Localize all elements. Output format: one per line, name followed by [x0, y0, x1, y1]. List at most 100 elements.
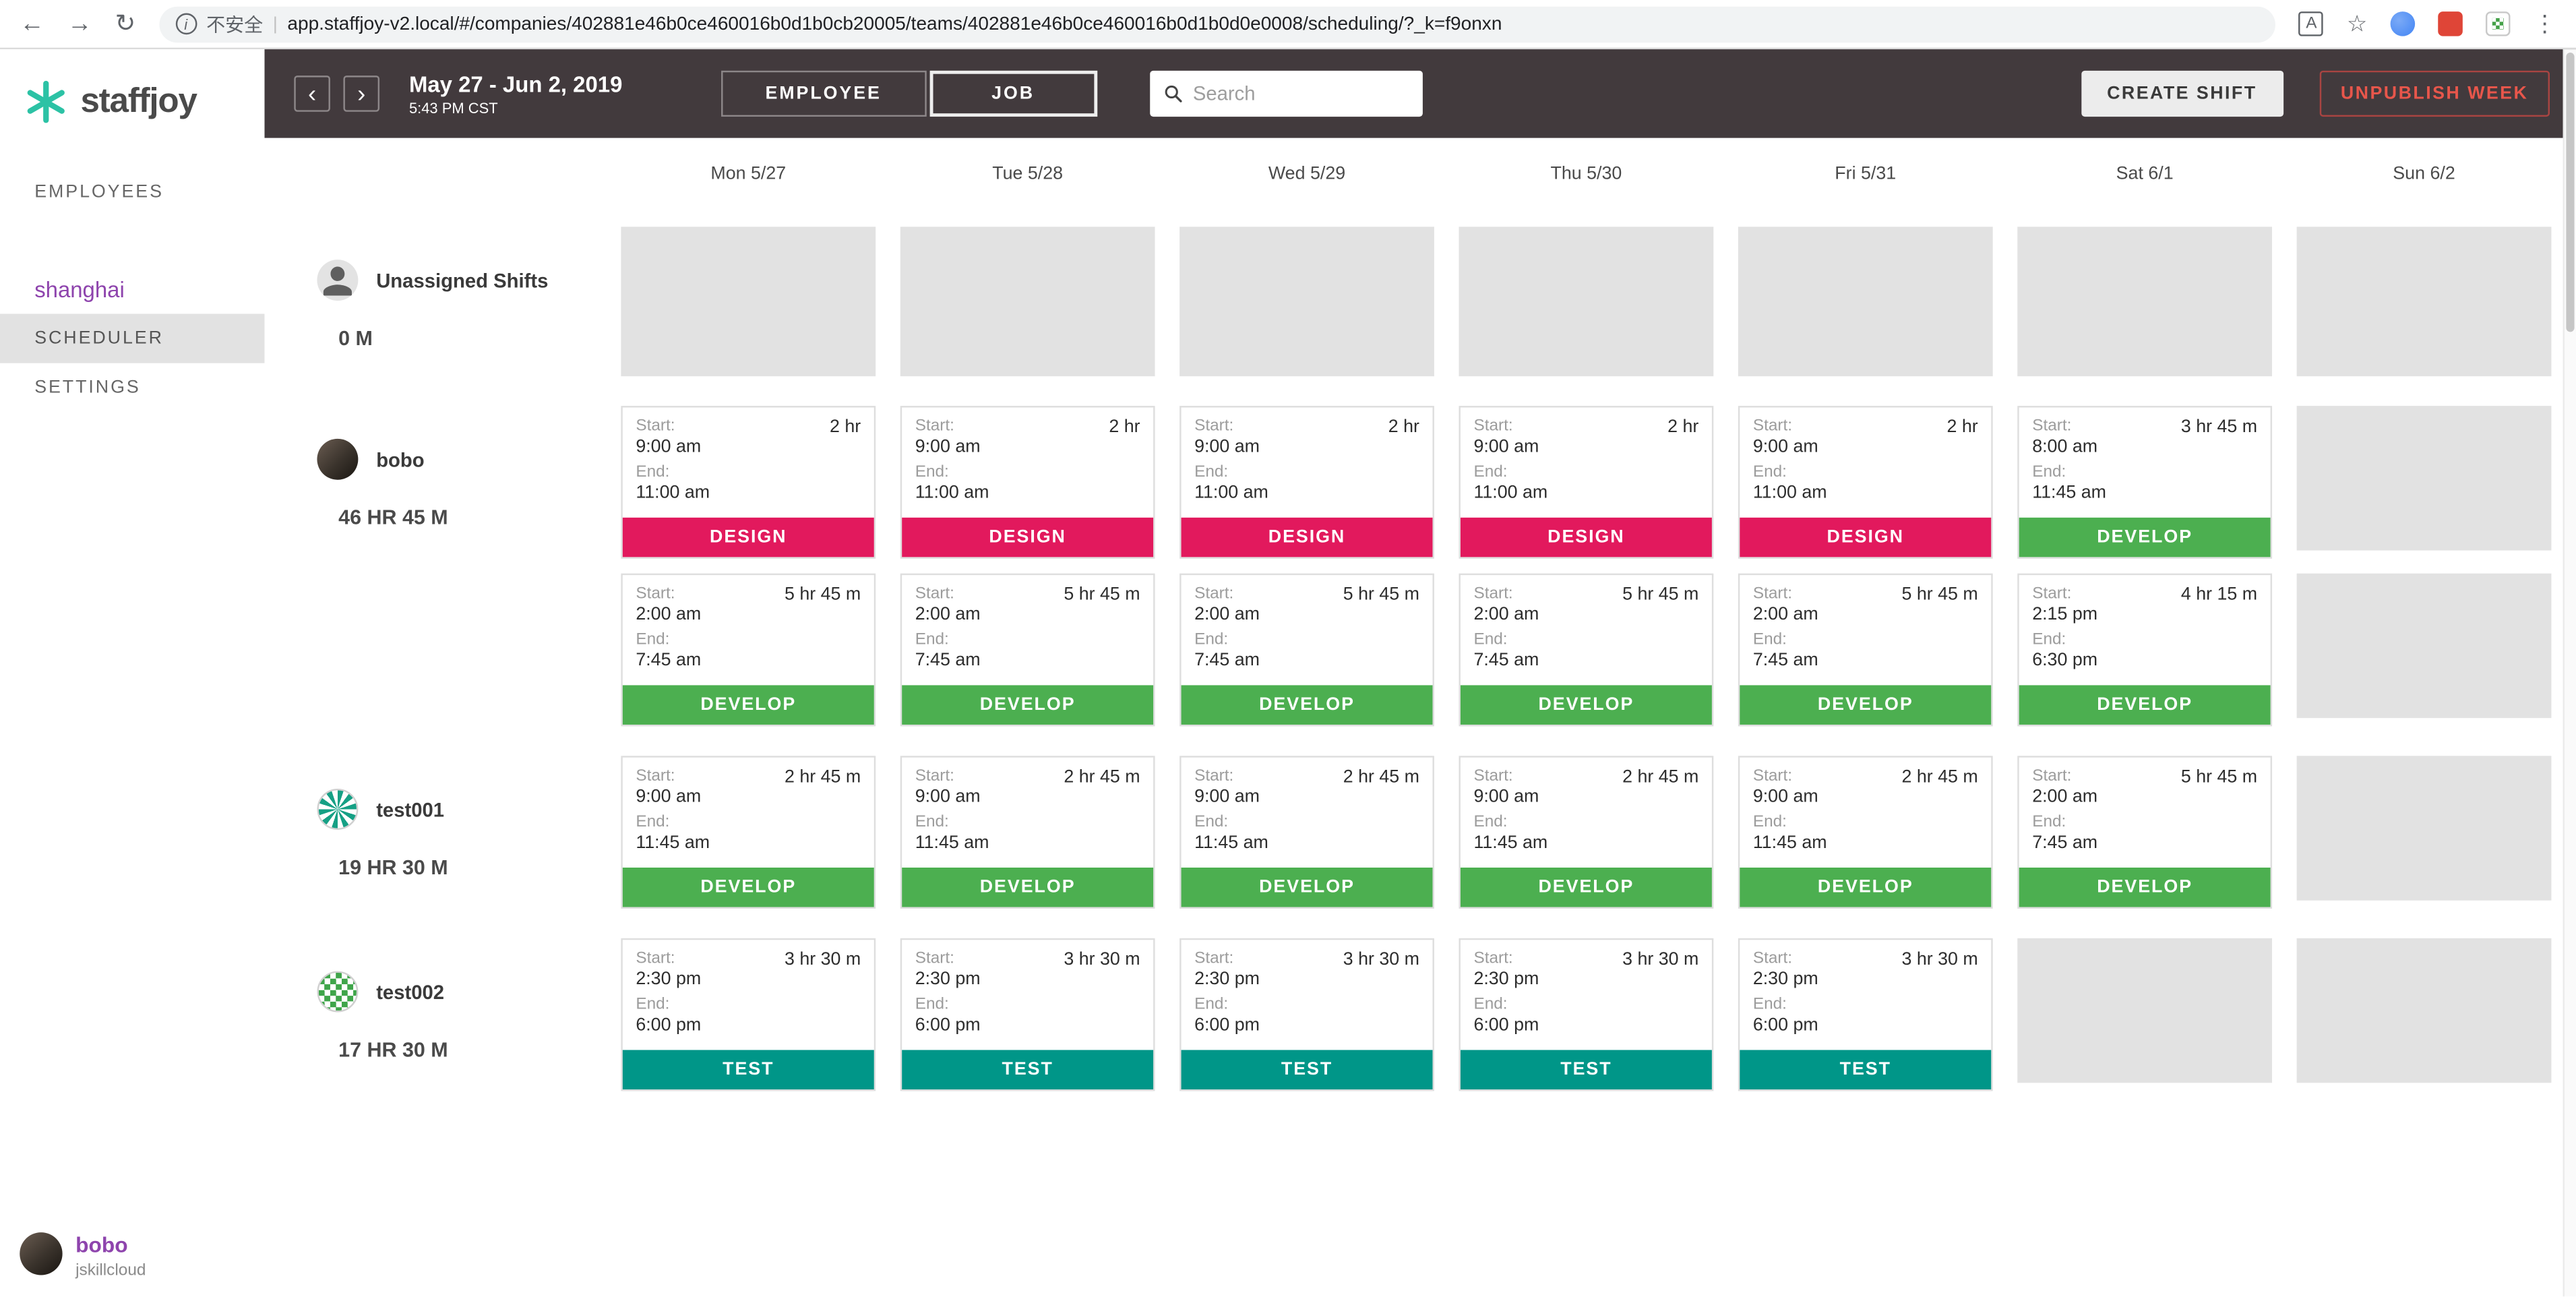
empty-shift-slot[interactable] — [1179, 227, 1434, 377]
employee-avatar — [317, 971, 359, 1013]
shift-job-button[interactable]: DESIGN — [1181, 517, 1433, 557]
shift-job-button[interactable]: DEVELOP — [2019, 517, 2271, 557]
shift-card[interactable]: Start: 2:30 pm End: 6:00 pm 3 hr 30 m TEST — [1738, 938, 1993, 1091]
prev-week-button[interactable]: ‹ — [294, 76, 330, 112]
shift-card[interactable]: Start: 2:30 pm End: 6:00 pm 3 hr 30 m TEST — [1459, 938, 1714, 1091]
bookmark-star-icon[interactable]: ☆ — [2346, 9, 2368, 36]
employee-row: test001 19 HR 30 M Start: 9:00 am End: 11:45 … — [264, 756, 2576, 924]
shift-job-button[interactable]: DESIGN — [902, 517, 1154, 557]
shift-job-button[interactable]: TEST — [1740, 1050, 1992, 1090]
shift-job-button[interactable]: DEVELOP — [902, 685, 1154, 725]
extension-icon-red[interactable] — [2438, 11, 2463, 36]
staffjoy-logo[interactable]: staffjoy — [0, 49, 264, 168]
page-info-icon[interactable]: i — [175, 13, 197, 35]
empty-shift-slot[interactable] — [2017, 938, 2273, 1083]
logo-wordmark: staffjoy — [80, 82, 197, 120]
shift-job-button[interactable]: DEVELOP — [1460, 685, 1712, 725]
shift-job-button[interactable]: TEST — [622, 1050, 874, 1090]
sidebar-item-employees[interactable]: EMPLOYEES — [34, 182, 164, 202]
shift-job-button[interactable]: TEST — [1181, 1050, 1433, 1090]
shift-card[interactable]: Start: 8:00 am End: 11:45 am 3 hr 45 m DEVELO… — [2017, 406, 2273, 559]
empty-shift-slot[interactable] — [2296, 756, 2552, 901]
shift-job-button[interactable]: DEVELOP — [1740, 868, 1992, 907]
shift-card[interactable]: Start: 9:00 am End: 11:45 am 2 hr 45 m DEVELO… — [1179, 756, 1434, 909]
shift-card[interactable]: Start: 2:00 am End: 7:45 am 5 hr 45 m DEVELOP — [1738, 573, 1993, 727]
shift-job-button[interactable]: DEVELOP — [2019, 868, 2271, 907]
empty-shift-slot[interactable] — [1738, 227, 1993, 377]
shift-start-label: Start: — [915, 417, 954, 435]
current-user[interactable]: bobo jskillcloud — [20, 1233, 146, 1281]
reload-icon[interactable]: ↻ — [115, 9, 136, 38]
shift-card[interactable]: Start: 2:30 pm End: 6:00 pm 3 hr 30 m TEST — [1179, 938, 1434, 1091]
address-bar[interactable]: i 不安全 | app.staffjoy-v2.local/#/companie… — [158, 5, 2277, 42]
empty-shift-slot[interactable] — [2017, 227, 2273, 377]
extension-icon-green[interactable] — [2485, 11, 2511, 36]
shift-end-time: 7:45 am — [1194, 651, 1260, 671]
shift-card[interactable]: Start: 2:00 am End: 7:45 am 5 hr 45 m DEVELOP — [2017, 756, 2273, 909]
shift-job-button[interactable]: DEVELOP — [622, 868, 874, 907]
forward-icon[interactable]: → — [67, 9, 92, 38]
shift-card[interactable]: Start: 9:00 am End: 11:45 am 2 hr 45 m DEVELO… — [621, 756, 876, 909]
search-box[interactable] — [1149, 70, 1423, 117]
shift-card[interactable]: Start: 9:00 am End: 11:45 am 2 hr 45 m DEVELO… — [1459, 756, 1714, 909]
shift-job-button[interactable]: DEVELOP — [1181, 868, 1433, 907]
shift-end-time: 11:45 am — [1473, 833, 1548, 853]
shift-card[interactable]: Start: 9:00 am End: 11:00 am 2 hr DESIGN — [1179, 406, 1434, 559]
empty-shift-slot[interactable] — [900, 227, 1155, 377]
shift-card[interactable]: Start: 2:30 pm End: 6:00 pm 3 hr 30 m TEST — [621, 938, 876, 1091]
page-scrollbar[interactable] — [2563, 49, 2576, 1297]
extension-icon-blue[interactable] — [2390, 11, 2416, 36]
scrollbar-thumb[interactable] — [2566, 53, 2575, 332]
shift-job-button[interactable]: DEVELOP — [1460, 868, 1712, 907]
search-input[interactable] — [1192, 82, 1409, 105]
shift-end-time: 6:00 pm — [1473, 1015, 1539, 1035]
shift-card[interactable]: Start: 9:00 am End: 11:00 am 2 hr DESIGN — [621, 406, 876, 559]
shift-job-button[interactable]: DEVELOP — [902, 868, 1154, 907]
shift-card[interactable]: Start: 2:00 am End: 7:45 am 5 hr 45 m DEVELOP — [1459, 573, 1714, 727]
shift-job-button[interactable]: DEVELOP — [1181, 685, 1433, 725]
shift-card[interactable]: Start: 2:30 pm End: 6:00 pm 3 hr 30 m TEST — [900, 938, 1155, 1091]
create-shift-button[interactable]: CREATE SHIFT — [2081, 70, 2283, 117]
shift-job-button[interactable]: TEST — [902, 1050, 1154, 1090]
toggle-job-view[interactable]: JOB — [929, 70, 1097, 117]
shift-job-button[interactable]: DESIGN — [622, 517, 874, 557]
empty-shift-slot[interactable] — [2296, 406, 2552, 551]
employee-name: test001 — [376, 798, 445, 822]
translate-icon[interactable]: A — [2299, 11, 2324, 36]
unpublish-week-button[interactable]: UNPUBLISH WEEK — [2319, 70, 2550, 117]
shift-card[interactable]: Start: 9:00 am End: 11:00 am 2 hr DESIGN — [1459, 406, 1714, 559]
empty-shift-slot[interactable] — [2296, 573, 2552, 719]
sidebar-team-name[interactable]: shanghai — [34, 277, 125, 303]
empty-shift-slot[interactable] — [2296, 938, 2552, 1083]
empty-shift-slot[interactable] — [1459, 227, 1714, 377]
back-icon[interactable]: ← — [20, 9, 44, 38]
shift-card[interactable]: Start: 2:00 am End: 7:45 am 5 hr 45 m DEVELOP — [1179, 573, 1434, 727]
shift-card[interactable]: Start: 2:00 am End: 7:45 am 5 hr 45 m DEVELOP — [900, 573, 1155, 727]
day-header-row: Mon 5/27 Tue 5/28 Wed 5/29 Thu 5/30 Fri 5/31… — [621, 138, 2576, 210]
shift-job-button[interactable]: TEST — [1460, 1050, 1712, 1090]
shift-job-button[interactable]: DESIGN — [1460, 517, 1712, 557]
browser-menu-icon[interactable]: ⋮ — [2533, 9, 2556, 36]
empty-shift-slot[interactable] — [2296, 227, 2552, 377]
shift-job-button[interactable]: DESIGN — [1740, 517, 1992, 557]
shift-card[interactable]: Start: 9:00 am End: 11:45 am 2 hr 45 m DEVELO… — [900, 756, 1155, 909]
shift-end-label: End: — [2032, 813, 2066, 832]
employee-rows: Unassigned Shifts 0 M bobo 46 HR 45 M Start:… — [264, 227, 2576, 1106]
shift-card[interactable]: Start: 9:00 am End: 11:45 am 2 hr 45 m DEVELO… — [1738, 756, 1993, 909]
shift-job-button[interactable]: DEVELOP — [1740, 685, 1992, 725]
shift-card[interactable]: Start: 9:00 am End: 11:00 am 2 hr DESIGN — [900, 406, 1155, 559]
shift-start-time: 9:00 am — [1752, 787, 1818, 807]
toggle-employee-view[interactable]: EMPLOYEE — [720, 70, 926, 117]
shift-line: Start: 9:00 am End: 11:00 am 2 hr DESIGN Start… — [621, 406, 2576, 559]
shift-job-button[interactable]: DEVELOP — [2019, 685, 2271, 725]
shift-job-button[interactable]: DEVELOP — [622, 685, 874, 725]
empty-shift-slot[interactable] — [621, 227, 876, 377]
sidebar-item-scheduler[interactable]: SCHEDULER — [0, 313, 265, 363]
shift-card[interactable]: Start: 9:00 am End: 11:00 am 2 hr DESIGN — [1738, 406, 1993, 559]
shift-start-time: 2:00 am — [636, 605, 702, 625]
shift-card[interactable]: Start: 2:15 pm End: 6:30 pm 4 hr 15 m DEVELOP — [2017, 573, 2273, 727]
sidebar-item-settings[interactable]: SETTINGS — [34, 378, 141, 398]
shift-card[interactable]: Start: 2:00 am End: 7:45 am 5 hr 45 m DEVELOP — [621, 573, 876, 727]
shift-start-label: Start: — [1473, 949, 1513, 968]
next-week-button[interactable]: › — [343, 76, 380, 112]
